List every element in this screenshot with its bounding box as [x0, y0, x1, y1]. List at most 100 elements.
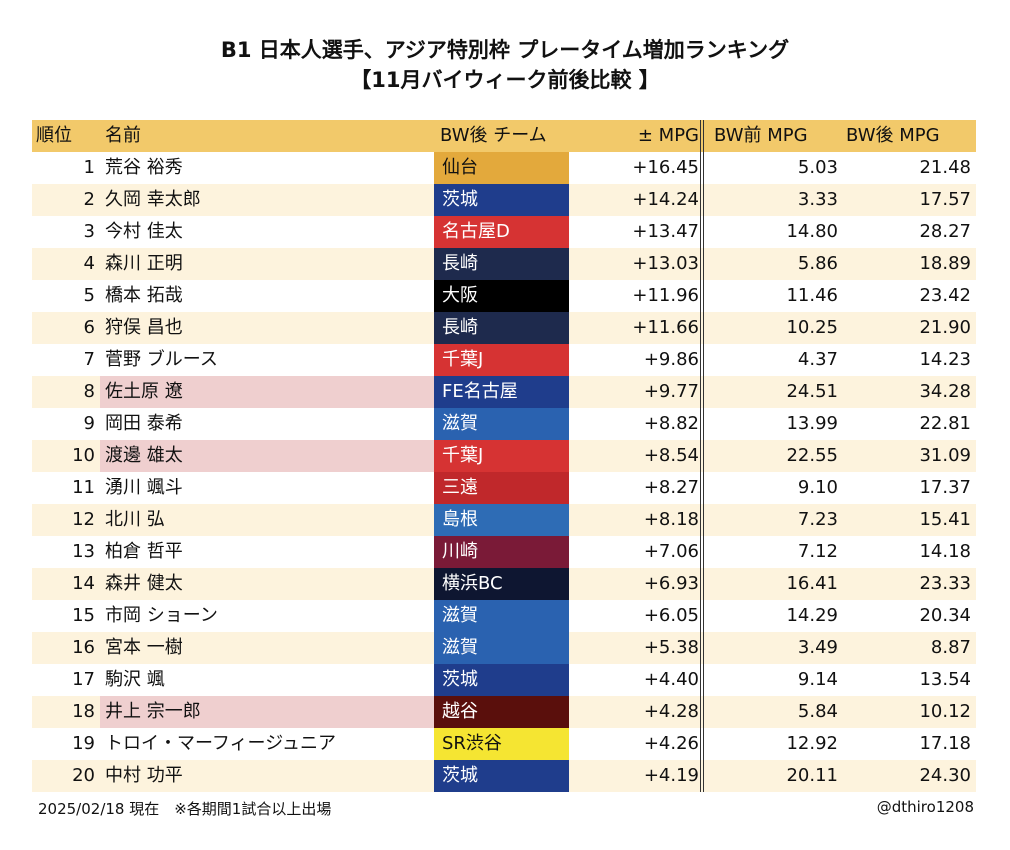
player-name: 森川 正明 — [105, 253, 183, 274]
rank-cell: 17 — [72, 669, 95, 690]
rank-cell: 7 — [83, 349, 95, 370]
rank-cell: 2 — [83, 189, 95, 210]
table-row: 3 今村 佳太 名古屋D +13.47 14.80 28.27 — [32, 216, 976, 248]
mpg-before: 9.10 — [797, 477, 838, 498]
mpg-diff: +9.86 — [643, 349, 699, 370]
header-diff: ± MPG — [637, 125, 699, 146]
player-name: 中村 功平 — [105, 765, 183, 786]
team-badge: 大阪 — [434, 280, 569, 312]
mpg-after: 14.18 — [919, 541, 971, 562]
player-name: トロイ・マーフィージュニア — [105, 733, 336, 754]
mpg-before: 12.92 — [786, 733, 838, 754]
rank-cell: 10 — [72, 445, 95, 466]
mpg-before: 4.37 — [797, 349, 838, 370]
footer-note: 2025/02/18 現在 ※各期間1試合以上出場 — [38, 800, 332, 818]
name-highlight — [100, 376, 434, 408]
mpg-after: 20.34 — [919, 605, 971, 626]
rank-cell: 1 — [83, 157, 95, 178]
mpg-before: 5.03 — [797, 157, 838, 178]
mpg-after: 13.54 — [919, 669, 971, 690]
mpg-after: 17.57 — [919, 189, 971, 210]
mpg-diff: +5.38 — [643, 637, 699, 658]
mpg-diff: +6.93 — [643, 573, 699, 594]
rank-cell: 14 — [72, 573, 95, 594]
mpg-after: 10.12 — [919, 701, 971, 722]
mpg-diff: +9.77 — [643, 381, 699, 402]
mpg-before: 3.49 — [797, 637, 838, 658]
mpg-before: 7.23 — [797, 509, 838, 530]
table-row: 7 菅野 ブルース 千葉J +9.86 4.37 14.23 — [32, 344, 976, 376]
table-row: 15 市岡 ショーン 滋賀 +6.05 14.29 20.34 — [32, 600, 976, 632]
rank-cell: 4 — [83, 253, 95, 274]
team-badge: 千葉J — [434, 344, 569, 376]
player-name: 今村 佳太 — [105, 221, 183, 242]
player-name: 駒沢 颯 — [105, 669, 165, 690]
team-badge: SR渋谷 — [434, 728, 569, 760]
mpg-after: 24.30 — [919, 765, 971, 786]
mpg-diff: +4.28 — [643, 701, 699, 722]
table-row: 16 宮本 一樹 滋賀 +5.38 3.49 8.87 — [32, 632, 976, 664]
mpg-diff: +8.27 — [643, 477, 699, 498]
mpg-after: 21.48 — [919, 157, 971, 178]
team-badge: 茨城 — [434, 664, 569, 696]
table-row: 8 佐土原 遼 FE名古屋 +9.77 24.51 34.28 — [32, 376, 976, 408]
player-name: 森井 健太 — [105, 573, 183, 594]
mpg-before: 20.11 — [786, 765, 838, 786]
team-badge: 滋賀 — [434, 600, 569, 632]
mpg-diff: +13.47 — [632, 221, 699, 242]
mpg-diff: +11.66 — [632, 317, 699, 338]
mpg-diff: +8.54 — [643, 445, 699, 466]
player-name: 柏倉 哲平 — [105, 541, 183, 562]
table-row: 14 森井 健太 横浜BC +6.93 16.41 23.33 — [32, 568, 976, 600]
player-name: 北川 弘 — [105, 509, 165, 530]
mpg-before: 7.12 — [797, 541, 838, 562]
header-team: BW後 チーム — [440, 125, 547, 146]
player-name: 久岡 幸太郎 — [105, 189, 201, 210]
chart-subtitle: 【11月バイウィーク前後比較 】 — [350, 68, 660, 92]
rank-cell: 16 — [72, 637, 95, 658]
header-before: BW前 MPG — [714, 125, 808, 146]
player-name: 狩俣 昌也 — [105, 317, 183, 338]
player-name: 橋本 拓哉 — [105, 285, 183, 306]
player-name: 市岡 ショーン — [105, 605, 218, 626]
table-header: 順位 名前 BW後 チーム ± MPG BW前 MPG BW後 MPG — [32, 120, 976, 152]
table-row: 1 荒谷 裕秀 仙台 +16.45 5.03 21.48 — [32, 152, 976, 184]
header-after: BW後 MPG — [846, 125, 940, 146]
mpg-before: 10.25 — [786, 317, 838, 338]
rank-cell: 5 — [83, 285, 95, 306]
team-badge: 仙台 — [434, 152, 569, 184]
mpg-diff: +16.45 — [632, 157, 699, 178]
rank-cell: 12 — [72, 509, 95, 530]
mpg-after: 23.33 — [919, 573, 971, 594]
team-badge: 名古屋D — [434, 216, 569, 248]
team-badge: 横浜BC — [434, 568, 569, 600]
mpg-diff: +13.03 — [632, 253, 699, 274]
chart-title: B1 日本人選手、アジア特別枠 プレータイム増加ランキング — [220, 38, 790, 62]
rank-cell: 6 — [83, 317, 95, 338]
footer-credit: @dthiro1208 — [876, 798, 974, 816]
header-rank: 順位 — [36, 125, 72, 146]
rank-cell: 13 — [72, 541, 95, 562]
player-name: 湧川 颯斗 — [105, 477, 183, 498]
table-row: 12 北川 弘 島根 +8.18 7.23 15.41 — [32, 504, 976, 536]
mpg-after: 17.37 — [919, 477, 971, 498]
mpg-before: 14.80 — [786, 221, 838, 242]
player-name: 宮本 一樹 — [105, 637, 183, 658]
mpg-before: 5.84 — [797, 701, 838, 722]
name-highlight — [100, 440, 434, 472]
mpg-before: 14.29 — [786, 605, 838, 626]
mpg-after: 34.28 — [919, 381, 971, 402]
rank-cell: 9 — [83, 413, 95, 434]
mpg-after: 15.41 — [919, 509, 971, 530]
team-badge: 茨城 — [434, 760, 569, 792]
mpg-diff: +7.06 — [643, 541, 699, 562]
rank-cell: 3 — [83, 221, 95, 242]
team-badge: 三遠 — [434, 472, 569, 504]
table-row: 2 久岡 幸太郎 茨城 +14.24 3.33 17.57 — [32, 184, 976, 216]
mpg-after: 8.87 — [930, 637, 971, 658]
table-row: 20 中村 功平 茨城 +4.19 20.11 24.30 — [32, 760, 976, 792]
player-name: 菅野 ブルース — [105, 349, 218, 370]
table-row: 5 橋本 拓哉 大阪 +11.96 11.46 23.42 — [32, 280, 976, 312]
table-row: 11 湧川 颯斗 三遠 +8.27 9.10 17.37 — [32, 472, 976, 504]
table-row: 10 渡邊 雄太 千葉J +8.54 22.55 31.09 — [32, 440, 976, 472]
